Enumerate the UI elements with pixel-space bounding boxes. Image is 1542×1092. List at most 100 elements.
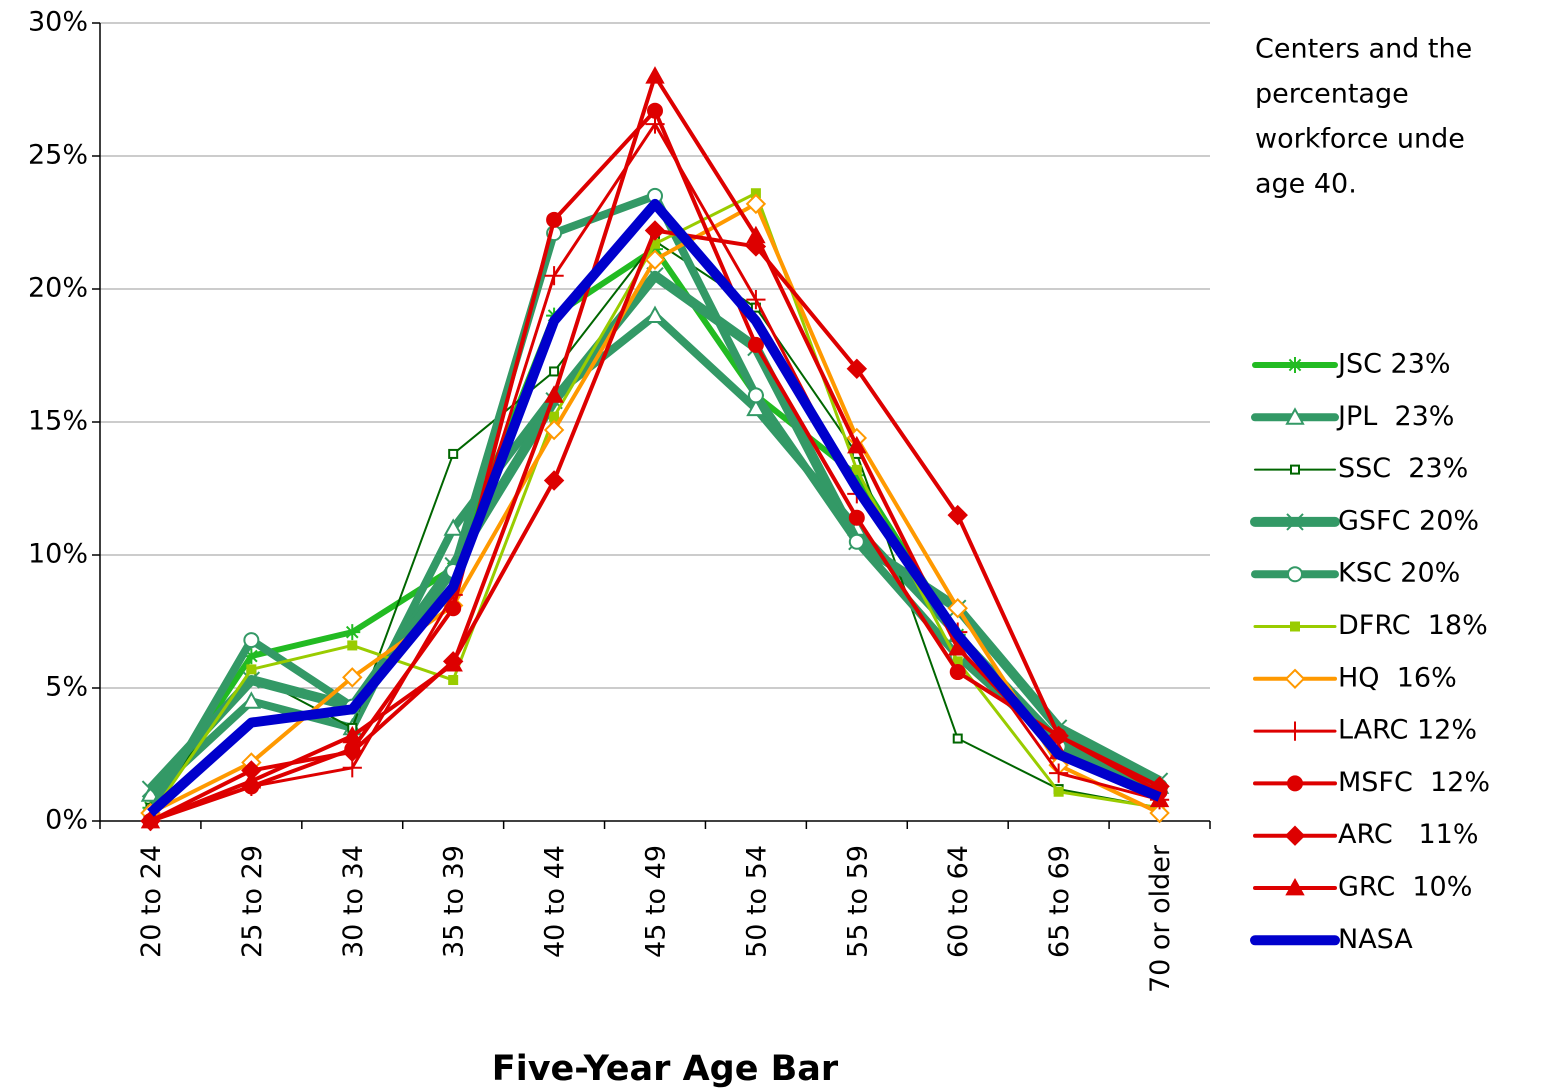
marker: [847, 435, 867, 454]
annotation: percentage: [1255, 79, 1409, 110]
marker: [949, 664, 966, 681]
legend-label: MSFC 12%: [1338, 767, 1490, 798]
x-tick-label: 30 to 34: [338, 845, 369, 958]
x-tick-label: 60 to 64: [943, 845, 974, 958]
marker: [644, 220, 666, 241]
legend-label: KSC 20%: [1338, 558, 1460, 589]
marker: [344, 624, 361, 641]
marker: [1290, 464, 1300, 475]
marker: [1053, 786, 1064, 797]
marker: [947, 504, 968, 526]
annotation: age 40.: [1255, 169, 1357, 200]
marker: [644, 249, 666, 270]
y-tick-label: 0%: [45, 805, 88, 836]
marker: [848, 509, 865, 526]
y-tick-label: 25%: [28, 140, 88, 171]
series-line: [149, 240, 1160, 809]
x-tick-label: 40 to 44: [540, 845, 571, 958]
marker: [140, 810, 161, 829]
marker: [243, 632, 260, 649]
marker: [1286, 513, 1304, 531]
legend-label: GSFC 20%: [1338, 505, 1479, 536]
marker: [1285, 877, 1305, 896]
marker: [745, 193, 767, 215]
y-tick-label: 10%: [28, 539, 88, 570]
legend-label: JSC 23%: [1336, 349, 1451, 380]
chart-title: Five-Year Age Bar: [492, 1049, 839, 1089]
y-tick-label: 30%: [28, 7, 88, 38]
marker: [546, 211, 563, 228]
marker: [342, 725, 362, 744]
marker: [645, 305, 665, 323]
legend-label: SSC 23%: [1338, 453, 1468, 484]
marker: [746, 225, 766, 244]
marker: [342, 667, 363, 688]
legend-label: JPL 23%: [1336, 401, 1454, 432]
legend-label: LARC 12%: [1338, 715, 1477, 746]
legend-label: GRC 10%: [1338, 872, 1472, 903]
marker: [448, 448, 459, 459]
marker: [851, 464, 862, 475]
marker: [747, 387, 764, 404]
marker: [1287, 775, 1303, 792]
marker: [846, 358, 868, 380]
x-tick-label: 35 to 39: [439, 845, 470, 958]
marker: [1285, 407, 1305, 425]
annotation: Centers and the: [1255, 34, 1472, 65]
y-tick-label: 15%: [28, 406, 88, 437]
annotation: workforce unde: [1255, 124, 1465, 155]
marker: [543, 470, 565, 491]
x-tick-label: 70 or older: [1145, 844, 1176, 993]
marker: [1287, 357, 1303, 373]
legend-label: ARC 11%: [1338, 819, 1479, 850]
x-tick-label: 50 to 54: [741, 845, 772, 958]
marker: [1049, 763, 1069, 783]
marker: [141, 780, 160, 798]
marker: [543, 419, 565, 441]
marker: [241, 691, 262, 709]
marker: [848, 467, 865, 484]
marker: [243, 648, 260, 665]
marker: [1284, 668, 1306, 690]
marker: [443, 518, 463, 536]
marker: [947, 597, 968, 619]
legend-label: DFRC 18%: [1338, 610, 1488, 641]
x-tick-label: 45 to 49: [641, 845, 672, 958]
marker: [549, 411, 560, 422]
marker: [342, 741, 363, 763]
x-tick-label: 25 to 29: [237, 845, 268, 958]
marker: [1149, 802, 1170, 824]
y-tick-label: 5%: [45, 672, 88, 703]
marker: [952, 733, 963, 744]
marker: [544, 385, 564, 403]
marker: [241, 771, 262, 789]
legend-label: NASA: [1338, 924, 1413, 955]
marker: [246, 664, 257, 675]
marker: [1284, 825, 1306, 846]
marker: [747, 336, 764, 353]
marker: [848, 533, 865, 550]
marker: [1290, 621, 1300, 632]
series-line: [147, 198, 1162, 817]
x-tick-label: 65 to 69: [1044, 845, 1075, 958]
series-line: [149, 201, 1161, 815]
marker: [746, 290, 766, 310]
x-tick-label: 20 to 24: [136, 845, 167, 958]
marker: [647, 102, 663, 119]
marker: [347, 640, 358, 651]
legend-label: HQ 16%: [1338, 662, 1457, 693]
marker: [647, 241, 663, 258]
marker: [549, 366, 560, 377]
marker: [1285, 721, 1305, 741]
marker: [448, 675, 459, 686]
x-tick-label: 55 to 59: [842, 845, 873, 958]
marker: [443, 654, 463, 672]
marker: [544, 266, 564, 286]
y-tick-label: 20%: [28, 273, 88, 304]
marker: [1287, 566, 1303, 583]
marker: [645, 66, 665, 84]
series-line: [147, 246, 1161, 810]
marker: [445, 600, 462, 617]
